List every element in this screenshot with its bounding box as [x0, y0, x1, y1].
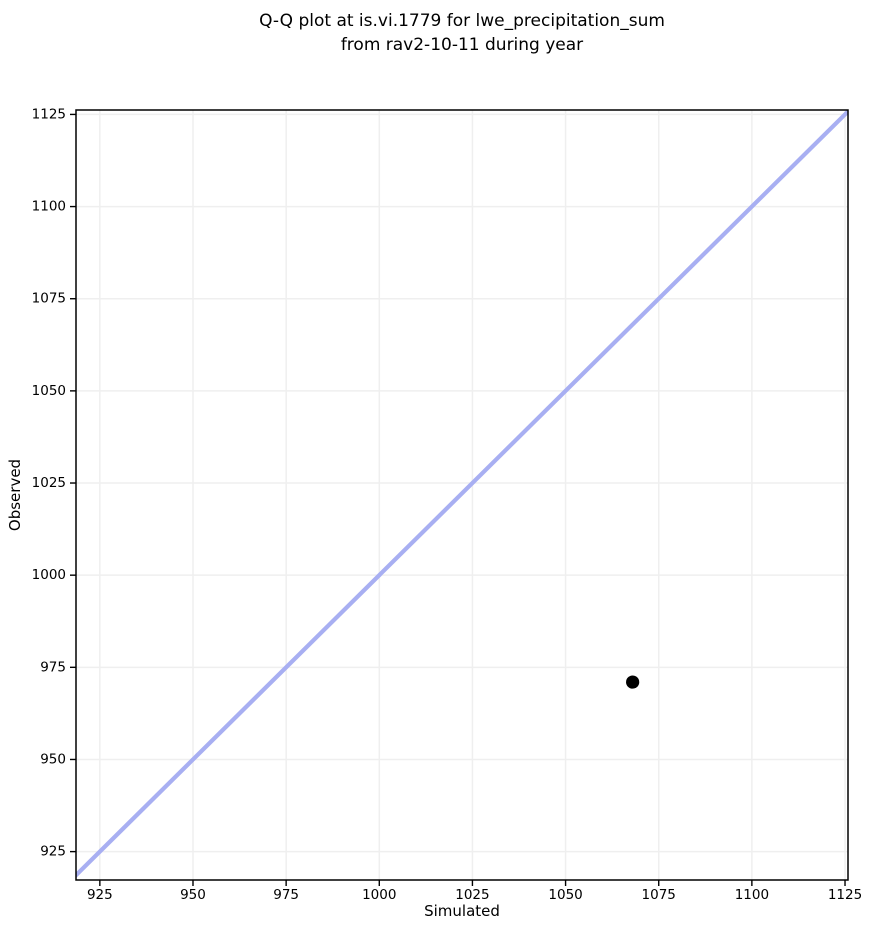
y-tick-label: 925 [40, 844, 66, 860]
x-tick-label: 950 [180, 887, 206, 903]
identity-line [76, 110, 848, 879]
x-tick-label: 1125 [828, 887, 862, 903]
x-tick-label: 1100 [735, 887, 769, 903]
x-tick-label: 1025 [455, 887, 489, 903]
x-tick-label: 925 [87, 887, 113, 903]
x-axis-label: Simulated [424, 902, 500, 920]
y-tick-label: 1050 [32, 383, 66, 399]
data-point [626, 675, 640, 689]
y-tick-label: 975 [40, 659, 66, 675]
plot-frame [75, 109, 849, 881]
chart-title-line-1: Q-Q plot at is.vi.1779 for lwe_precipita… [259, 11, 665, 31]
y-tick-label: 1025 [32, 475, 66, 491]
chart-title-line-2: from rav2-10-11 during year [340, 35, 584, 55]
y-tick-label: 1100 [32, 199, 66, 215]
y-tick-label: 1125 [32, 106, 66, 122]
y-tick-label: 950 [40, 751, 66, 767]
y-tick-label: 1000 [32, 567, 66, 583]
x-tick-label: 1050 [548, 887, 582, 903]
x-tick-label: 975 [273, 887, 299, 903]
chart-title: Q-Q plot at is.vi.1779 for lwe_precipita… [76, 9, 848, 57]
x-tick-label: 1075 [642, 887, 676, 903]
y-tick-label: 1075 [32, 291, 66, 307]
x-tick-label: 1000 [362, 887, 396, 903]
y-axis-label: Observed [6, 458, 24, 532]
